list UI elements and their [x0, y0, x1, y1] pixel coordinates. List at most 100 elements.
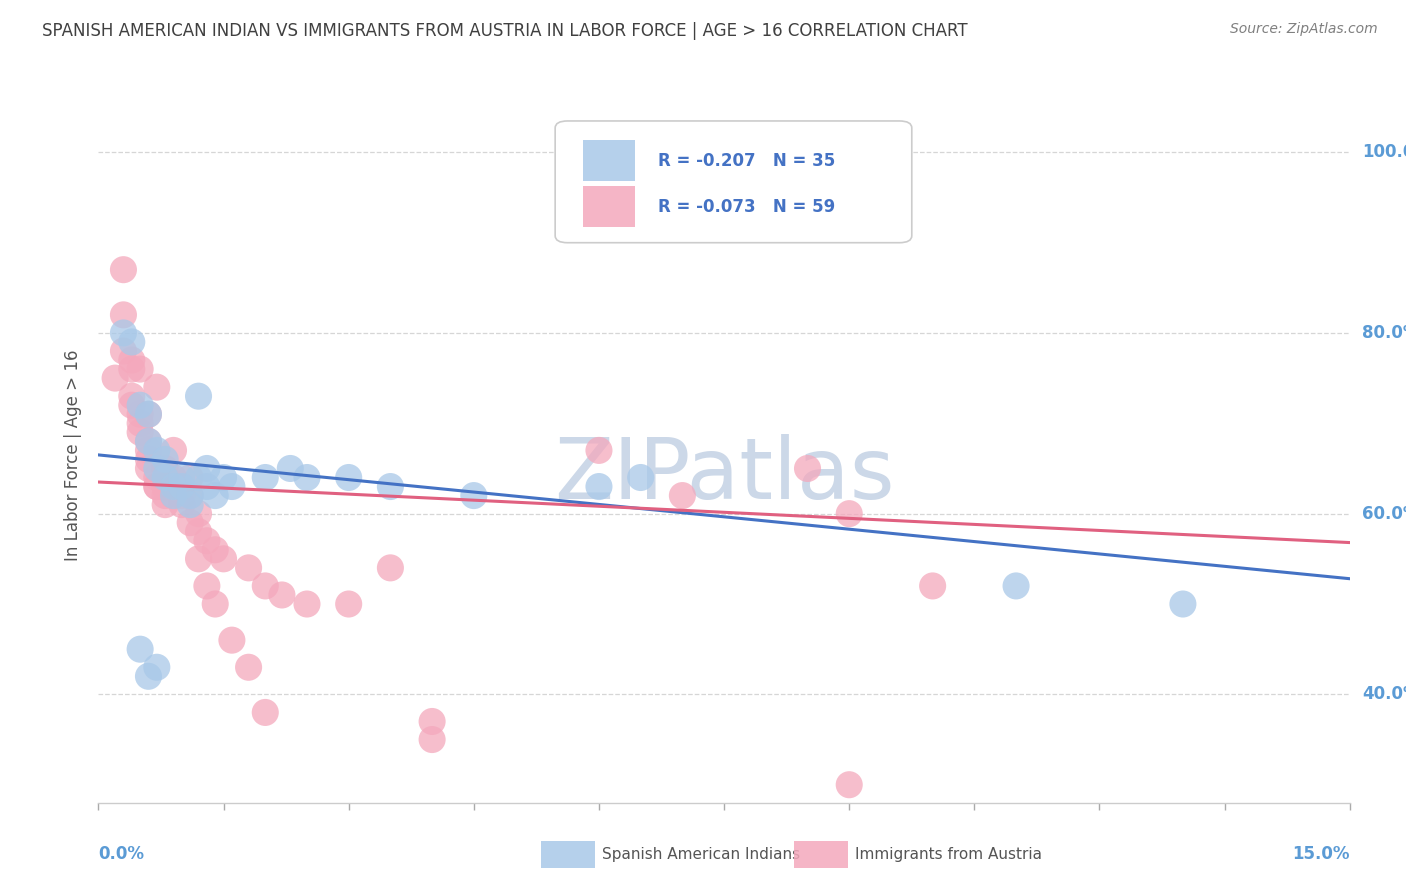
Text: 40.0%: 40.0%	[1362, 685, 1406, 704]
Point	[121, 398, 143, 412]
Point	[337, 597, 360, 611]
Text: 60.0%: 60.0%	[1362, 505, 1406, 523]
Text: Immigrants from Austria: Immigrants from Austria	[855, 847, 1042, 862]
Point	[380, 479, 402, 493]
Point	[138, 461, 160, 475]
Point	[129, 642, 152, 657]
Point	[153, 498, 176, 512]
Point	[195, 461, 218, 475]
Point	[162, 489, 184, 503]
Point	[254, 470, 277, 484]
Point	[153, 461, 176, 475]
Point	[153, 470, 176, 484]
Text: SPANISH AMERICAN INDIAN VS IMMIGRANTS FROM AUSTRIA IN LABOR FORCE | AGE > 16 COR: SPANISH AMERICAN INDIAN VS IMMIGRANTS FR…	[42, 22, 967, 40]
Point	[138, 443, 160, 458]
Point	[129, 407, 152, 421]
Point	[221, 633, 243, 648]
Point	[921, 579, 943, 593]
Point	[420, 732, 443, 747]
Point	[204, 542, 226, 557]
Point	[129, 425, 152, 440]
Point	[146, 660, 169, 674]
Bar	[582, 186, 636, 227]
Bar	[582, 140, 636, 181]
Point	[112, 344, 135, 359]
Point	[204, 597, 226, 611]
Point	[162, 470, 184, 484]
Point	[112, 308, 135, 322]
Point	[295, 597, 318, 611]
Text: 15.0%: 15.0%	[1292, 845, 1350, 863]
Point	[153, 452, 176, 467]
Point	[112, 262, 135, 277]
Point	[671, 489, 693, 503]
Point	[138, 434, 160, 449]
Point	[170, 479, 193, 493]
Point	[838, 778, 860, 792]
Point	[420, 714, 443, 729]
Point	[337, 470, 360, 484]
Point	[588, 443, 610, 458]
Point	[179, 470, 201, 484]
Text: R = -0.207   N = 35: R = -0.207 N = 35	[658, 152, 835, 169]
Text: ZIPatlas: ZIPatlas	[554, 434, 894, 517]
Point	[271, 588, 294, 602]
Point	[170, 489, 193, 503]
Point	[170, 498, 193, 512]
Point	[121, 362, 143, 376]
Point	[195, 479, 218, 493]
Point	[153, 479, 176, 493]
Point	[146, 479, 169, 493]
Point	[129, 362, 152, 376]
Point	[838, 507, 860, 521]
Point	[204, 489, 226, 503]
Point	[146, 470, 169, 484]
Point	[187, 507, 209, 521]
Point	[195, 579, 218, 593]
Point	[187, 524, 209, 539]
Text: Source: ZipAtlas.com: Source: ZipAtlas.com	[1230, 22, 1378, 37]
Point	[146, 443, 169, 458]
Text: 0.0%: 0.0%	[98, 845, 145, 863]
Point	[121, 334, 143, 349]
Point	[212, 470, 235, 484]
Point	[146, 461, 169, 475]
Point	[121, 353, 143, 368]
Point	[138, 452, 160, 467]
FancyBboxPatch shape	[555, 121, 911, 243]
Point	[138, 434, 160, 449]
Point	[129, 417, 152, 431]
Point	[162, 479, 184, 493]
Point	[179, 516, 201, 530]
Point	[121, 389, 143, 403]
Point	[588, 479, 610, 493]
Point	[170, 470, 193, 484]
Point	[1171, 597, 1194, 611]
Point	[179, 489, 201, 503]
Point	[179, 498, 201, 512]
Point	[212, 551, 235, 566]
Point	[187, 389, 209, 403]
Y-axis label: In Labor Force | Age > 16: In Labor Force | Age > 16	[65, 349, 83, 561]
Point	[221, 479, 243, 493]
Point	[295, 470, 318, 484]
Text: 100.0%: 100.0%	[1362, 144, 1406, 161]
Point	[138, 407, 160, 421]
Point	[146, 380, 169, 394]
Text: 80.0%: 80.0%	[1362, 324, 1406, 342]
Point	[170, 479, 193, 493]
Point	[187, 470, 209, 484]
Text: Spanish American Indians: Spanish American Indians	[602, 847, 800, 862]
Point	[1005, 579, 1028, 593]
Point	[153, 489, 176, 503]
Point	[195, 533, 218, 548]
Point	[463, 489, 485, 503]
Point	[380, 561, 402, 575]
Point	[146, 479, 169, 493]
Text: R = -0.073   N = 59: R = -0.073 N = 59	[658, 197, 835, 216]
Point	[796, 461, 818, 475]
Point	[630, 470, 652, 484]
Point	[138, 669, 160, 683]
Point	[254, 579, 277, 593]
Point	[254, 706, 277, 720]
